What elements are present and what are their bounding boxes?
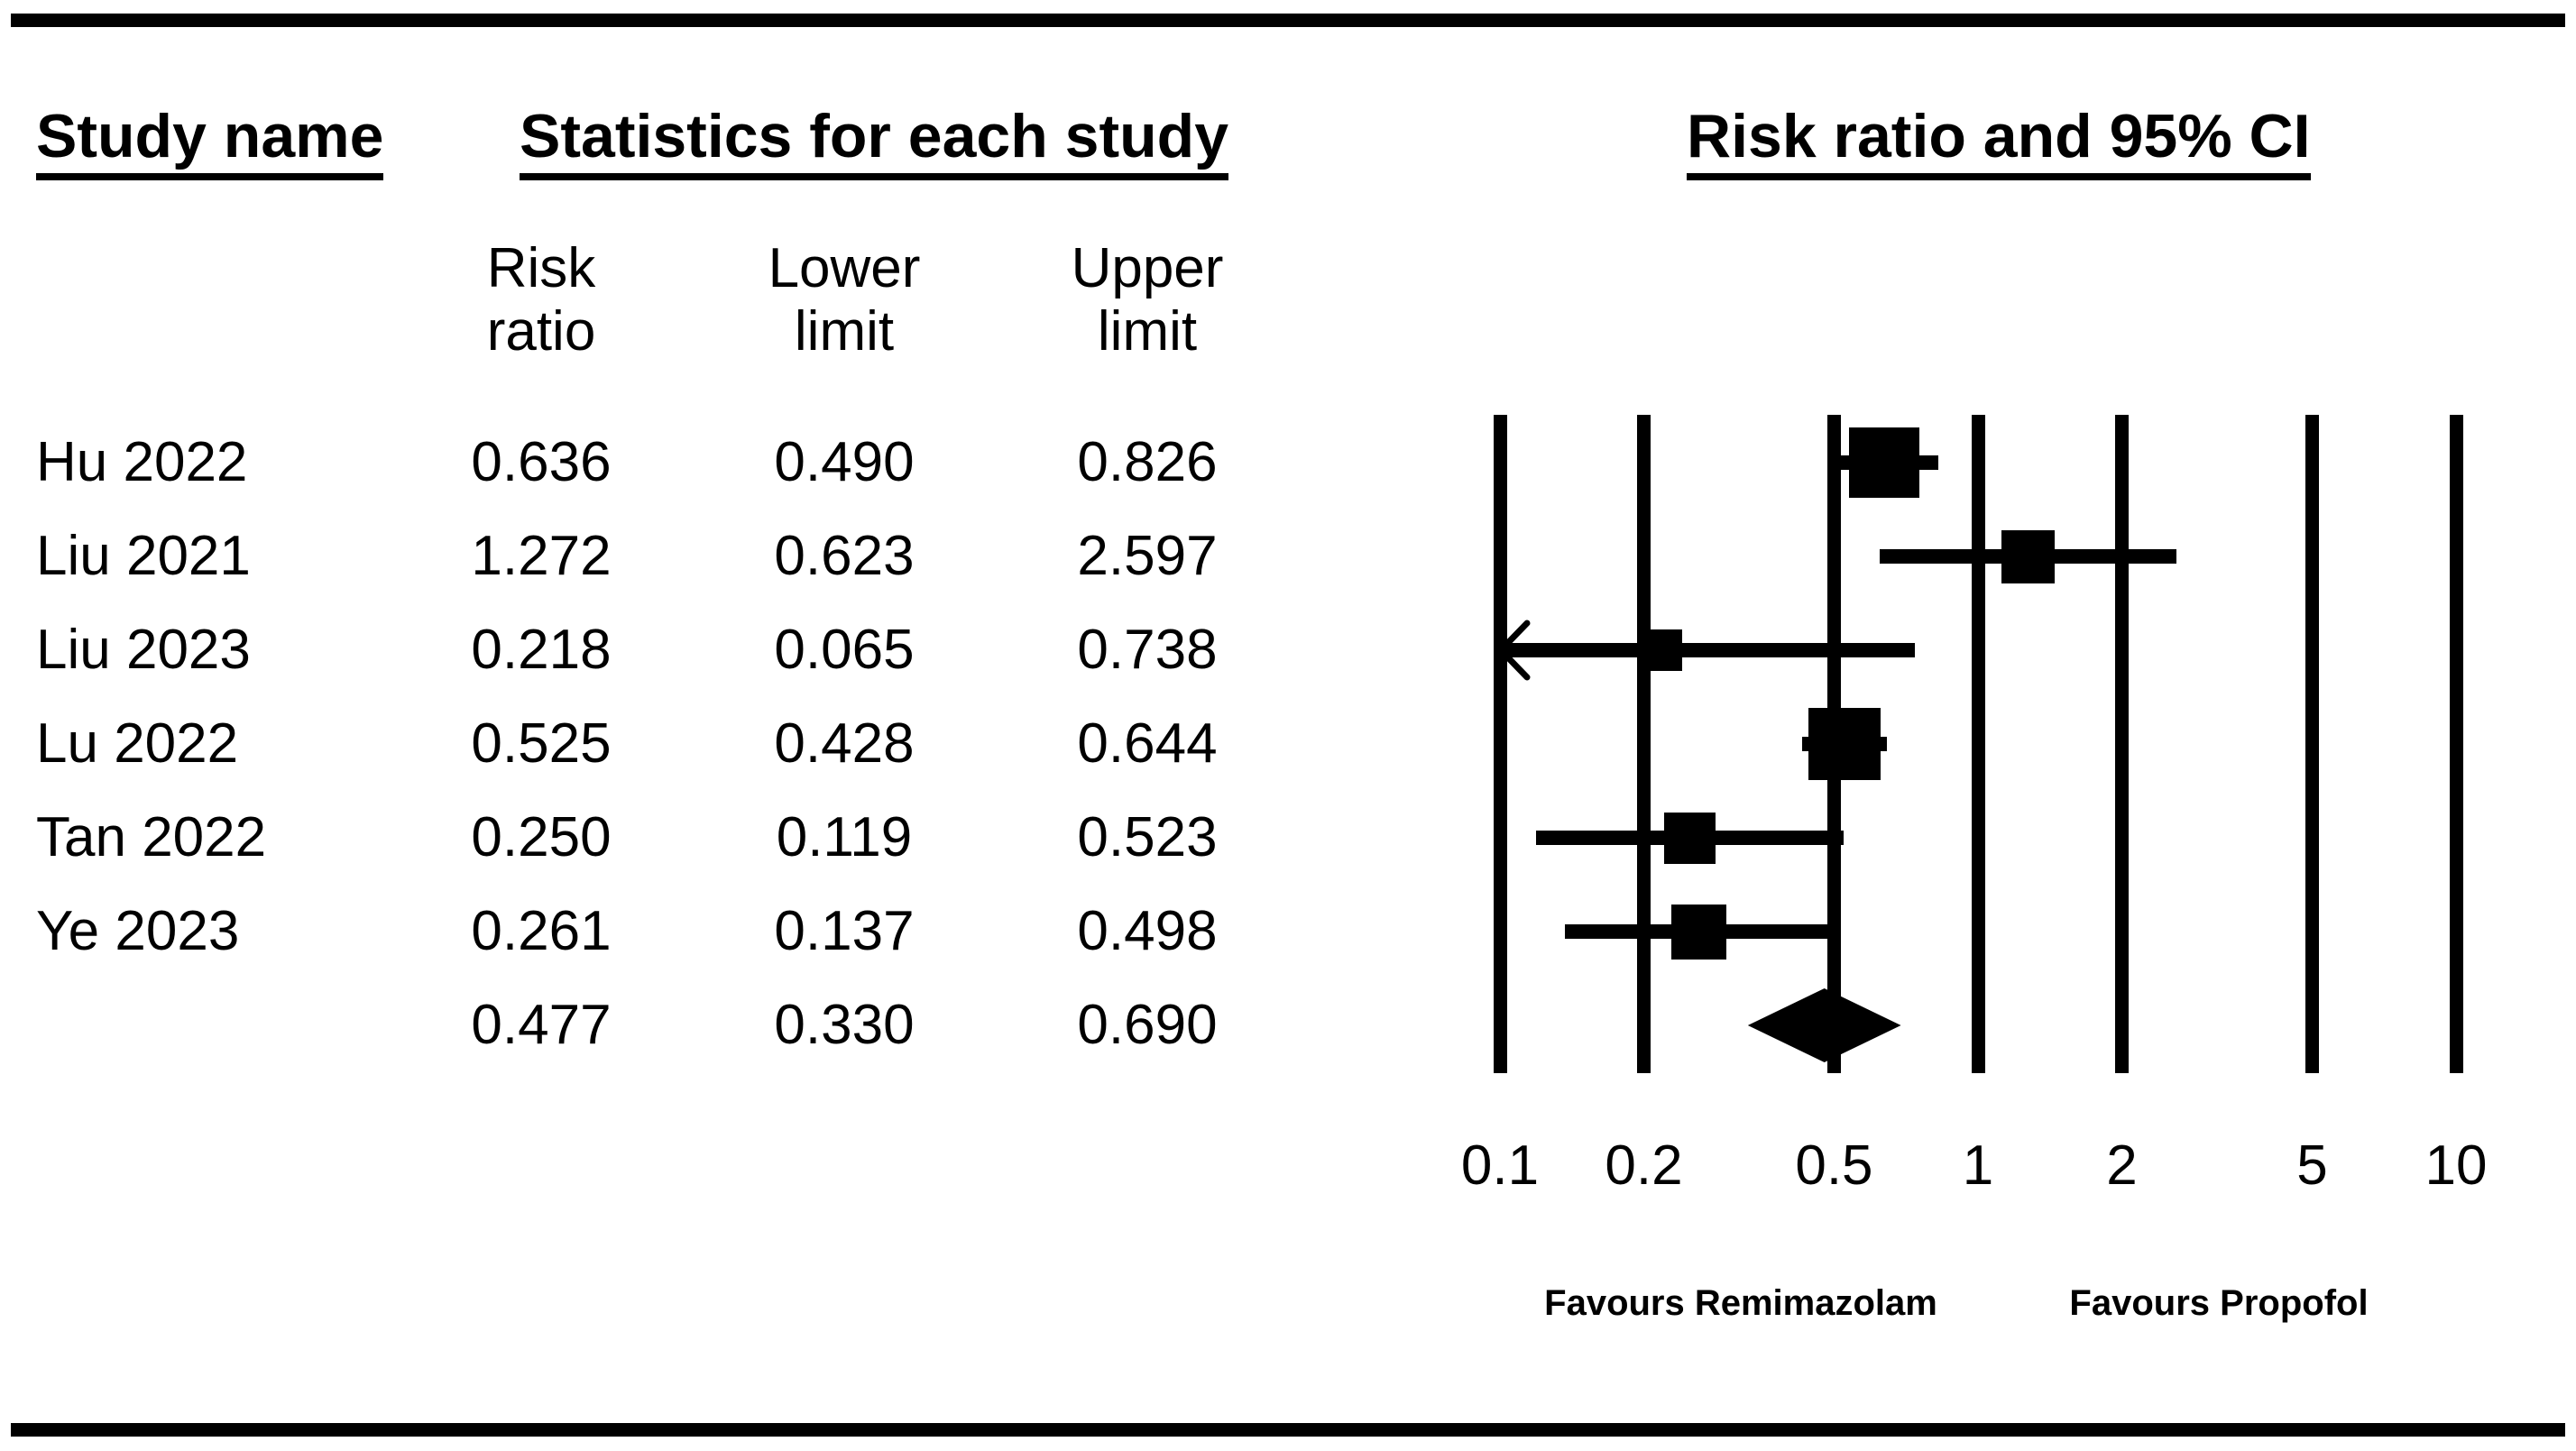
axis-tick-label: 0.2 — [1605, 1134, 1683, 1197]
column-header-line: limit — [794, 300, 895, 363]
axis-gridline — [1971, 415, 1985, 1073]
study-value-cell: 0.644 — [1077, 712, 1218, 775]
favours-right-label: Favours Propofol — [2069, 1283, 2369, 1323]
summary-value-cell: 0.477 — [471, 994, 612, 1056]
study-value-cell: 0.826 — [1077, 431, 1218, 493]
study-value-cell: 0.218 — [471, 619, 612, 681]
top-rule — [11, 14, 2565, 27]
study-value-cell: 0.119 — [776, 806, 913, 868]
axis-gridline — [1637, 415, 1651, 1073]
study-value-cell: 0.498 — [1077, 900, 1218, 962]
study-name-cell: Ye 2023 — [36, 900, 240, 962]
study-weight-square — [1848, 427, 1919, 498]
stats-header: Statistics for each study — [520, 106, 1229, 180]
summary-value-cell: 0.330 — [774, 994, 915, 1056]
axis-gridline — [1493, 415, 1507, 1073]
column-header-upper-limit: Upper limit — [1003, 237, 1292, 363]
study-name-header-text: Study name — [36, 106, 384, 180]
confidence-interval-line — [1500, 643, 1916, 657]
study-name-header: Study name — [36, 106, 384, 180]
study-value-cell: 0.261 — [471, 900, 612, 962]
study-value-cell: 0.523 — [1077, 806, 1218, 868]
axis-gridline — [2449, 415, 2463, 1073]
study-name-cell: Liu 2023 — [36, 619, 251, 681]
study-value-cell: 0.738 — [1077, 619, 1218, 681]
study-value-cell: 0.065 — [774, 619, 915, 681]
summary-value-cell: 0.690 — [1077, 994, 1218, 1056]
study-value-cell: 0.525 — [471, 712, 612, 775]
column-header-line: Upper — [1071, 237, 1224, 299]
study-name-cell: Liu 2021 — [36, 525, 251, 587]
study-weight-square — [1664, 812, 1716, 864]
study-value-cell: 0.490 — [774, 431, 915, 493]
axis-gridline — [2305, 415, 2319, 1073]
column-header-line: ratio — [486, 300, 596, 363]
ci-arrow-left-icon — [1495, 614, 1536, 686]
axis-tick-label: 1 — [1962, 1134, 1994, 1197]
study-value-cell: 0.428 — [774, 712, 915, 775]
column-header-line: Risk — [486, 237, 596, 299]
study-value-cell: 1.272 — [471, 525, 612, 587]
study-weight-square — [1641, 629, 1683, 671]
study-name-cell: Hu 2022 — [36, 431, 248, 493]
axis-tick-label: 5 — [2296, 1134, 2328, 1197]
axis-gridline — [2115, 415, 2130, 1073]
study-name-cell: Lu 2022 — [36, 712, 239, 775]
plot-header: Risk ratio and 95% CI — [1687, 106, 2311, 180]
study-weight-square — [1671, 904, 1727, 960]
bottom-rule — [11, 1423, 2565, 1437]
column-header-line: Lower — [768, 237, 921, 299]
axis-tick-label: 0.5 — [1795, 1134, 1873, 1197]
axis-tick-label: 0.1 — [1460, 1134, 1540, 1197]
column-header-risk-ratio: Risk ratio — [397, 237, 685, 363]
study-value-cell: 0.137 — [774, 900, 915, 962]
axis-tick-label: 2 — [2106, 1134, 2138, 1197]
study-value-cell: 0.623 — [774, 525, 915, 587]
favours-left-label: Favours Remimazolam — [1544, 1283, 1937, 1323]
column-header-line: limit — [1097, 300, 1198, 363]
axis-tick-label: 10 — [2424, 1134, 2488, 1197]
study-weight-square — [2001, 529, 2055, 583]
study-weight-square — [1808, 708, 1881, 780]
summary-diamond — [1747, 988, 1901, 1062]
study-value-cell: 0.636 — [471, 431, 612, 493]
study-value-cell: 0.250 — [471, 806, 612, 868]
study-value-cell: 2.597 — [1077, 525, 1218, 587]
plot-header-text: Risk ratio and 95% CI — [1687, 106, 2311, 180]
stats-header-text: Statistics for each study — [520, 106, 1229, 180]
study-name-cell: Tan 2022 — [36, 806, 267, 868]
column-header-lower-limit: Lower limit — [700, 237, 989, 363]
